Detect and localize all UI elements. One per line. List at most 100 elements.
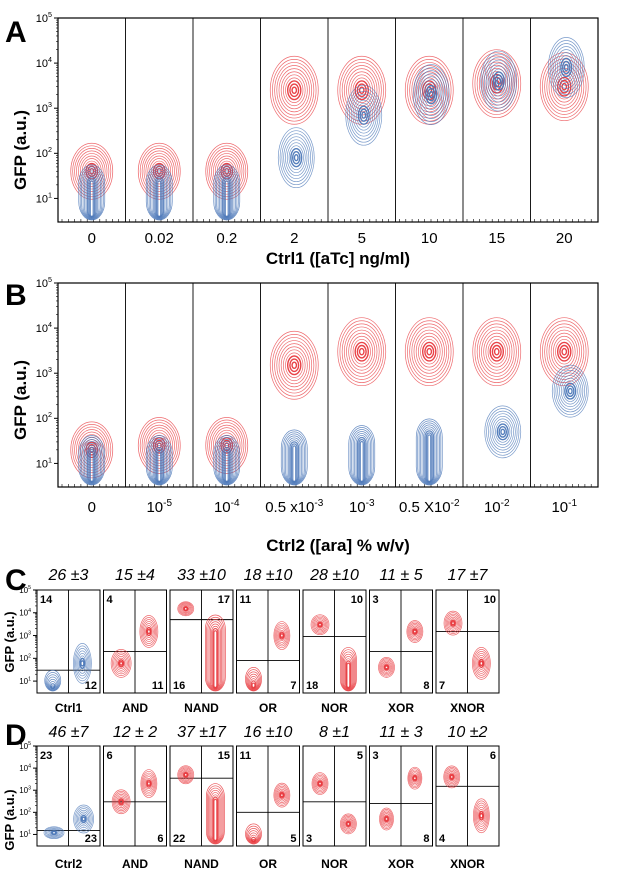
panel-c-xor-header: 11 ± 5 [379, 567, 422, 584]
panel-c-and-header: 15 ±4 [115, 567, 155, 584]
panel-c-xor-contour [406, 620, 424, 643]
panel-a-red-contour [205, 142, 249, 200]
panel-c-and-label: AND [122, 701, 148, 715]
panel-d-xor-label: XOR [388, 857, 414, 871]
panel-c-y-axis: 101 102 103 104 105 [19, 585, 37, 686]
panel-a-xtick-label: 0 [88, 230, 96, 247]
panel-a-letter: A [5, 16, 27, 49]
panel-d-or-label: OR [259, 857, 277, 871]
panel-c-or-quadrant-count: 11 [240, 594, 252, 606]
panel-d-ytick-label: 103 [19, 785, 31, 795]
panel-d-xor-quadrant-count: 3 [373, 750, 379, 762]
panel-b-xtick-label: 10-5 [146, 498, 172, 516]
panel-d-nand-label: NAND [184, 857, 219, 871]
panel-d-ytick-label: 105 [19, 741, 31, 751]
panel-d-ytick-label: 104 [19, 763, 31, 773]
panel-a-red-contour [137, 142, 181, 200]
panel-b-letter: B [5, 279, 27, 312]
panel-d-ctrl2-quadrant-count: 23 [85, 833, 97, 845]
panel-d-nand-quadrant-count: 15 [218, 750, 230, 762]
panel-d-xnor-quadrant-count: 6 [490, 750, 496, 762]
panel-b-red-contour [472, 317, 522, 387]
panel-a-red-contour [70, 142, 114, 200]
panel-d-ytick-label: 101 [19, 830, 31, 840]
panel-c-xnor-quadrant-count: 10 [484, 594, 496, 606]
panel-a-blue-contour [345, 84, 383, 146]
panel-c-ctrl1-contour [73, 643, 92, 684]
panel-d-xor-quadrant-count: 8 [423, 833, 429, 845]
panel-b-blue-contour [213, 435, 241, 486]
panel-a-ytick-label: 105 [36, 11, 52, 25]
panel-d-nor-quadrant-count: 5 [357, 750, 363, 762]
panel-a-xtick-label: 20 [556, 230, 573, 247]
panel-d-or-contour [245, 823, 262, 845]
panel-d-ctrl2-quadrant-count: 23 [40, 750, 52, 762]
panel-b-plots: 101 102 103 104 105 0 10-5 10-4 0.5 x10-3 10-3 0.5… [36, 276, 599, 516]
panel-c-or-label: OR [259, 701, 277, 715]
panel-c-xor-label: XOR [388, 701, 414, 715]
panel-b-blue-contour [145, 435, 173, 486]
panel-b-blue-contour [415, 418, 443, 486]
panel-b-xtick-label: 0.5 X10-2 [399, 498, 460, 516]
panel-b-xtick-label: 10-3 [349, 498, 375, 516]
panel-b-xlabel: Ctrl2 ([ara] % w/v) [266, 536, 410, 555]
panel-a-ytick-label: 102 [36, 146, 52, 160]
panel-d-ytick-label: 102 [19, 808, 31, 818]
panel-d-xnor-contour [443, 765, 461, 789]
panel-a-blue-contour [547, 37, 585, 98]
panel-d-xor-contour [407, 766, 423, 790]
panel-c-ctrl1-header: 26 ±3 [48, 567, 89, 584]
panel-d-letter: D [5, 719, 27, 752]
panel-c-xor-quadrant-count: 8 [423, 680, 429, 692]
panel-d-xnor-quadrant-count: 4 [439, 833, 446, 845]
panel-d-and-contour [111, 789, 131, 815]
panel-b-ytick-label: 105 [36, 276, 52, 290]
panel-b-xtick-label: 0.5 x10-3 [265, 498, 324, 516]
panel-c-nand-header: 33 ±10 [177, 567, 226, 584]
panel-c-xnor-contour [472, 647, 491, 680]
panel-d-xor-header: 11 ± 3 [379, 724, 422, 741]
panel-d-nor-header: 8 ±1 [319, 724, 350, 741]
panel-a-xtick-label: 15 [488, 230, 505, 247]
panel-c-xnor-label: XNOR [450, 701, 485, 715]
panel-d-nand-contour [206, 783, 225, 845]
panel-b-red-contour [404, 317, 454, 387]
panel-c-ctrl1-quadrant-count: 14 [40, 594, 53, 606]
panel-d-ctrl2-label: Ctrl2 [55, 857, 83, 871]
panel-a-blue-contour [277, 127, 315, 189]
panel-b-blue-contour [280, 429, 308, 486]
panel-c-ylabel: GFP (a.u.) [2, 611, 17, 672]
panel-a-xtick-label: 0.2 [216, 230, 237, 247]
panel-c-xnor-quadrant-count: 7 [439, 680, 445, 692]
panel-c-ytick-label: 104 [19, 608, 31, 618]
panel-c-xor-contour [378, 657, 395, 678]
panel-a-xtick-label: 10 [421, 230, 438, 247]
panel-b-xtick-label: 10-1 [551, 498, 577, 516]
panel-d-and-header: 12 ± 2 [113, 724, 157, 741]
panel-d-nor-contour [311, 772, 329, 795]
panel-d-and-label: AND [122, 857, 148, 871]
panel-a-xtick-label: 0.02 [145, 230, 174, 247]
panel-c-and-contour [110, 649, 132, 678]
panel-a-plots: 101 102 103 104 105 0 0.02 0.2 2 5 10 15 20 [36, 11, 599, 247]
panel-a-red-contour [472, 49, 522, 119]
panel-c-nor-contour [310, 614, 330, 636]
panel-c-ctrl1-contour [44, 669, 62, 692]
panel-c-nor-quadrant-count: 10 [351, 594, 363, 606]
panel-c-and-quadrant-count: 4 [107, 594, 114, 606]
panel-a-blue-contour [213, 164, 241, 221]
panel-c-and-quadrant-count: 11 [152, 680, 164, 692]
panel-a-red-contour [269, 55, 319, 125]
panel-c-ctrl1-label: Ctrl1 [55, 701, 83, 715]
panel-a-xlabel: Ctrl1 ([aTc] ng/ml) [266, 249, 410, 268]
panel-c-nor-contour [340, 647, 357, 692]
panel-d-or-quadrant-count: 5 [290, 833, 296, 845]
panel-b-xtick-label: 10-2 [484, 498, 510, 516]
panel-c-or-header: 18 ±10 [244, 567, 293, 584]
panel-a-ytick-label: 104 [36, 56, 52, 70]
panel-a-y-axis: 101 102 103 104 105 [36, 11, 58, 205]
panel-d-nor-contour [340, 813, 357, 835]
